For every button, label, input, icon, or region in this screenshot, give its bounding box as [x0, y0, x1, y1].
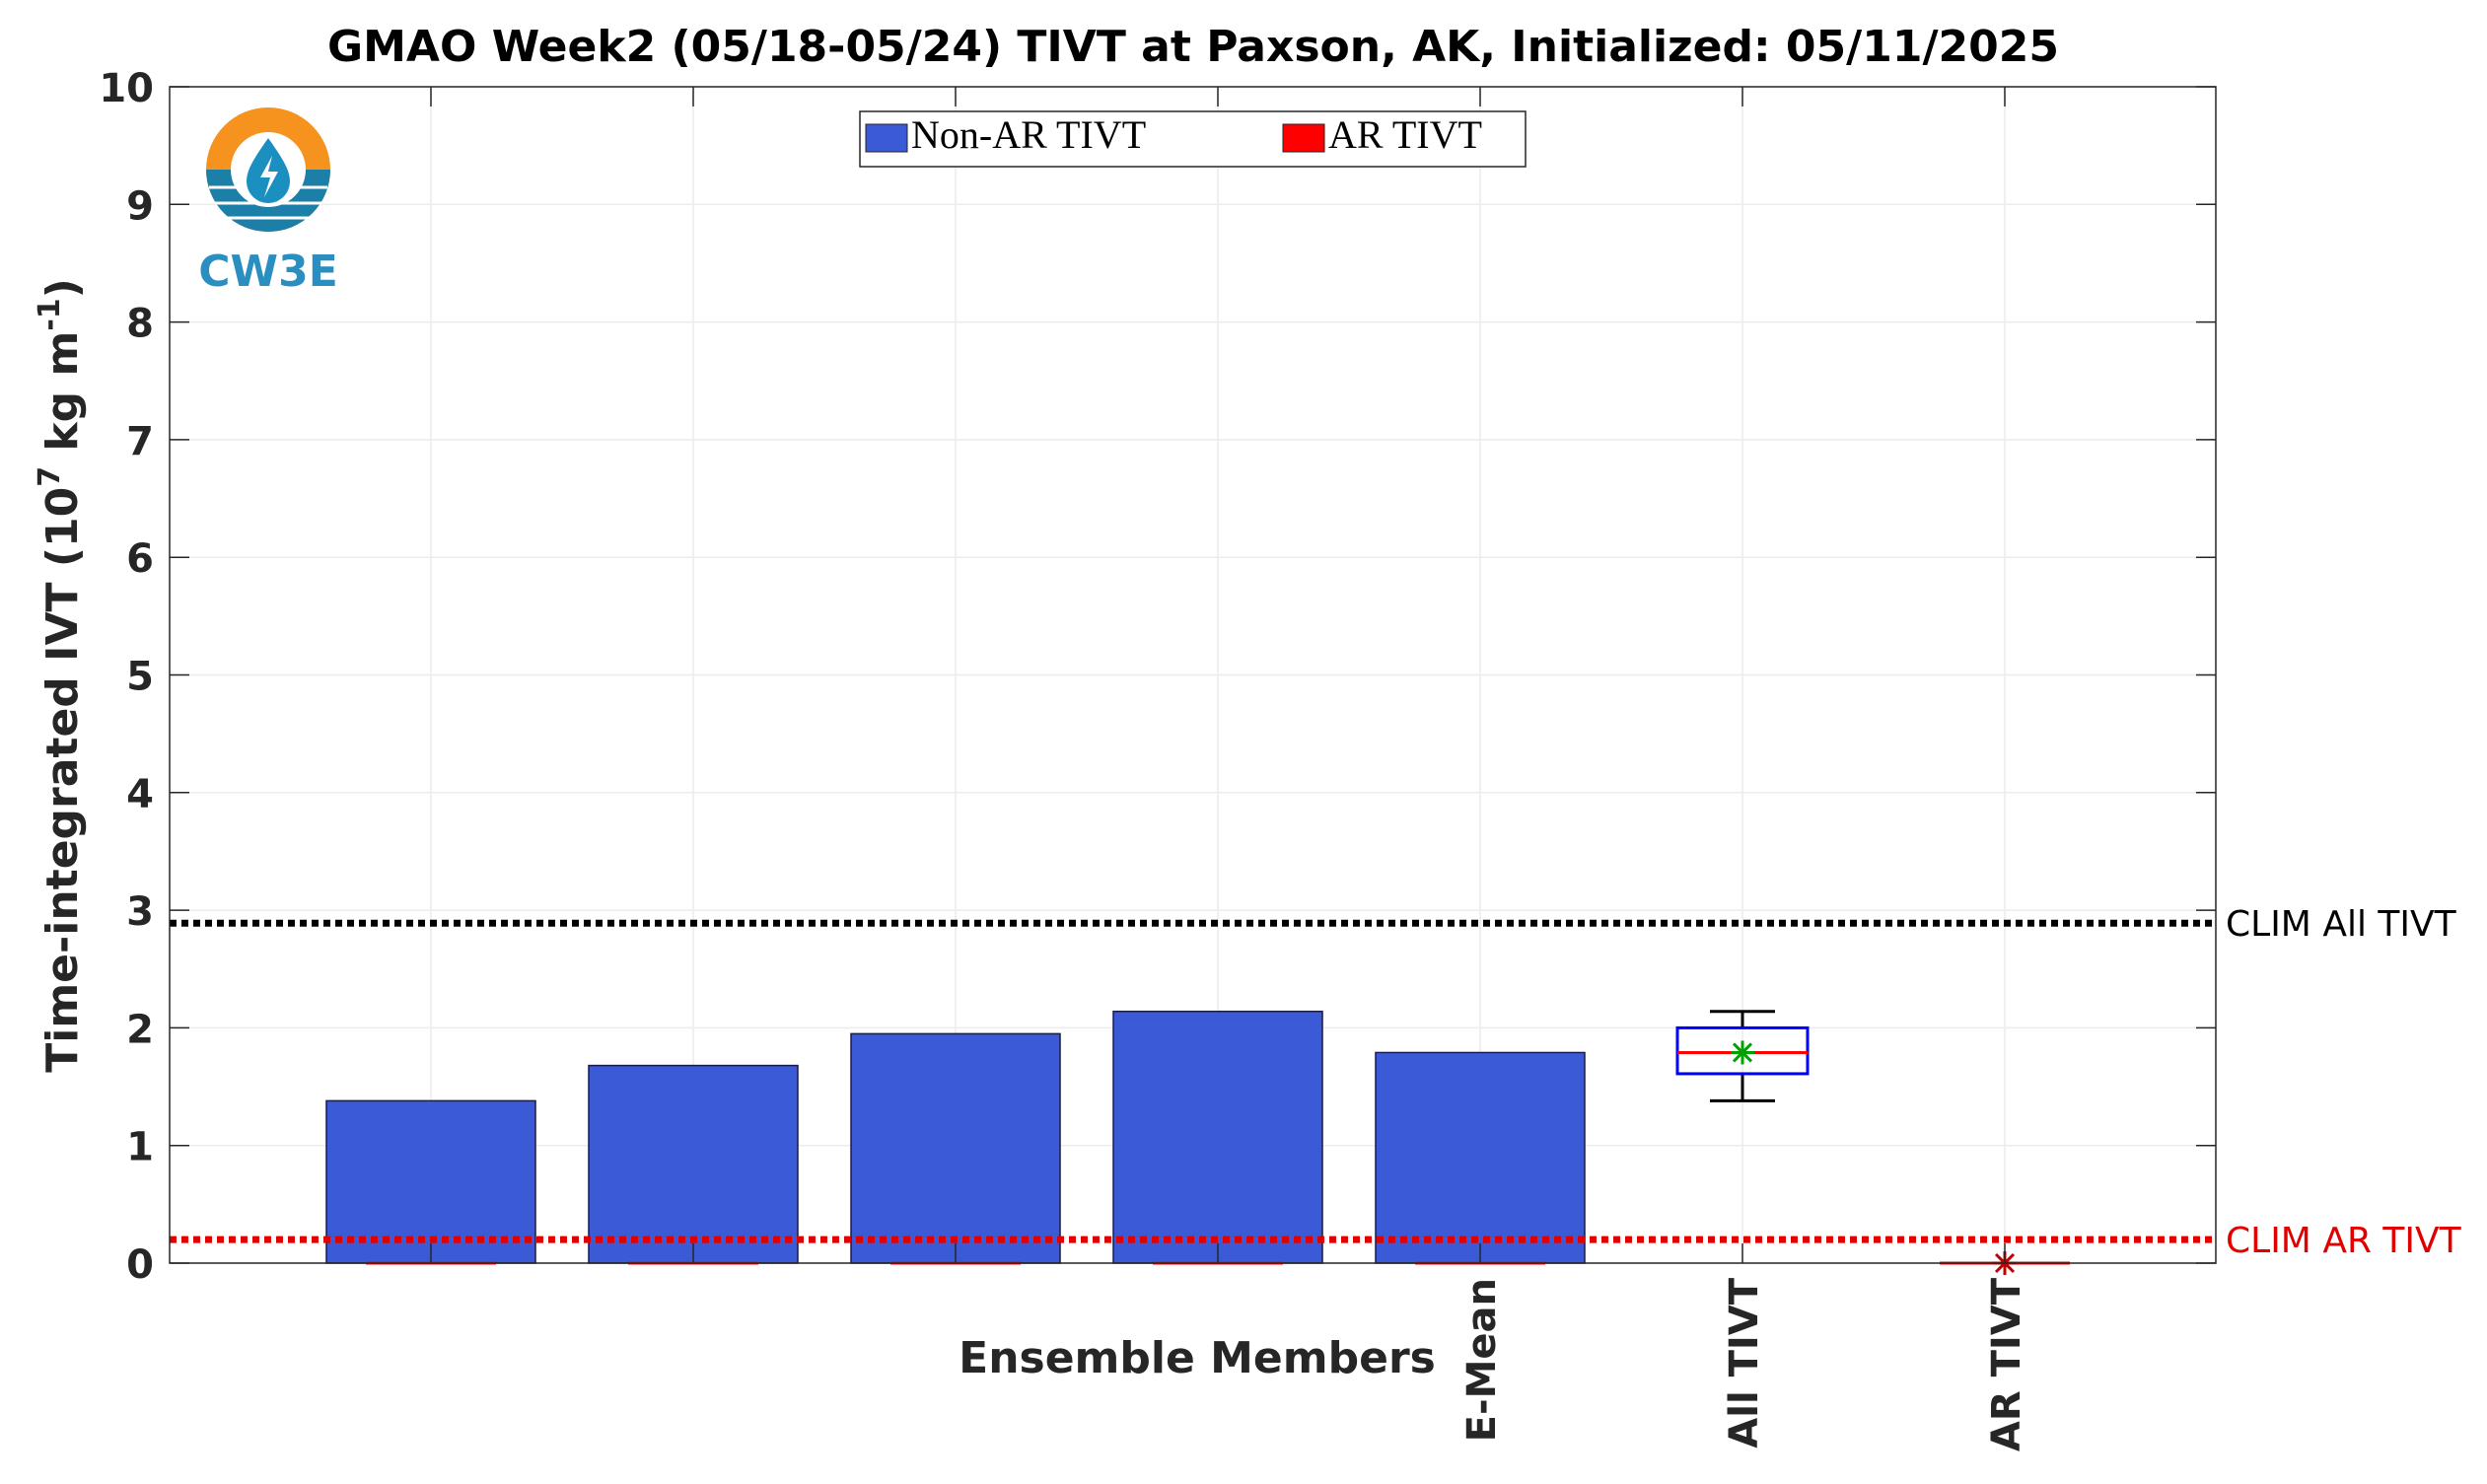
x-tick-label: AR TIVT [1984, 1277, 2029, 1451]
reference-line-label: CLIM AR TIVT [2226, 1221, 2462, 1261]
y-tick-label: 1 [126, 1125, 154, 1170]
legend-label-ar: AR TIVT [1328, 112, 1482, 157]
legend-label-non-ar: Non-AR TIVT [911, 112, 1146, 157]
logo-text: CW3E [198, 247, 338, 297]
legend-box [859, 110, 1527, 168]
cw3e-logo: CW3E [198, 107, 338, 297]
boxplot-box [1675, 1025, 1810, 1076]
y-tick-label: 10 [99, 66, 154, 111]
legend-swatch-ar [1282, 123, 1325, 153]
axis-ticks: 0 1 2 3 4 5 6 7 8 9 10 E-Mean All TIVT AR TIVT [99, 66, 2216, 1451]
bar-non-ar [1112, 1010, 1323, 1264]
y-tick-label: 8 [126, 302, 154, 347]
lightning-icon [260, 156, 278, 197]
y-tick-label: 5 [126, 655, 154, 700]
y-axis-label-end: ) [37, 278, 88, 298]
y-tick-label: 0 [126, 1242, 154, 1288]
y-tick-label: 2 [126, 1007, 154, 1052]
reference-lines: CLIM All TIVT CLIM AR TIVT [170, 904, 2462, 1261]
bar-non-ar [325, 1099, 536, 1264]
y-axis-label-mid: kg m [37, 331, 88, 466]
chart-title: GMAO Week2 (05/18-05/24) TIVT at Paxson,… [327, 22, 2059, 72]
y-axis-label-exp2: -1 [33, 298, 67, 330]
legend-swatch-non-ar [865, 123, 908, 153]
x-tick-label: All TIVT [1722, 1277, 1767, 1448]
y-tick-label: 3 [126, 889, 154, 935]
bar-non-ar [588, 1064, 799, 1264]
boxplot-mean-marker [1731, 1040, 1754, 1065]
y-tick-label: 6 [126, 536, 154, 582]
y-axis-label: Time-integrated IVT (107 kg m-1) [33, 278, 88, 1073]
bars [325, 1010, 1586, 1265]
y-axis-label-main: Time-integrated IVT (10 [37, 487, 88, 1073]
reference-line-label: CLIM All TIVT [2226, 904, 2457, 945]
y-axis-label-exp1: 7 [33, 466, 67, 487]
x-axis-label: Ensemble Members [959, 1333, 1436, 1383]
legend: Non-AR TIVT AR TIVT [859, 110, 1527, 168]
y-tick-label: 9 [126, 183, 154, 229]
y-tick-label: 4 [126, 772, 154, 817]
bar-non-ar [850, 1032, 1061, 1264]
x-tick-label: E-Mean [1459, 1278, 1505, 1442]
mean-marker-stroke [1732, 1042, 1753, 1063]
bar-non-ar [1375, 1051, 1586, 1264]
y-tick-label: 7 [126, 419, 154, 464]
